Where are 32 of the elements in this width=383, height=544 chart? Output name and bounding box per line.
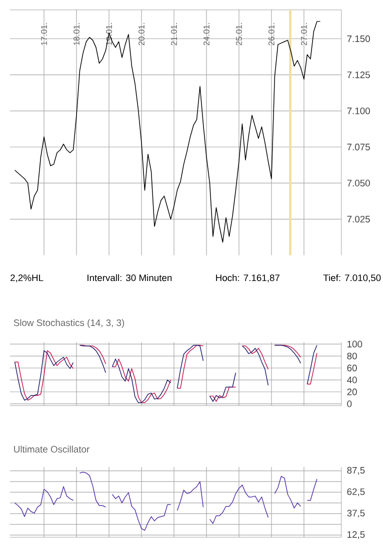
chart-title: Slow Stochastics (14, 3, 3) (14, 319, 124, 328)
line-series (14, 21, 321, 243)
text: Hoch: 7.161,87 (216, 274, 280, 282)
y-tick-label: 20 (347, 388, 357, 396)
y-tick-label: 7.050 (347, 180, 370, 186)
text: 2,2%HL (10, 274, 44, 282)
y-tick-label: 62,5 (347, 488, 365, 496)
y-tick-label: 87,5 (347, 466, 365, 475)
x-tick-label: 17.01. (41, 23, 48, 46)
y-tick-label: 0 (347, 400, 352, 408)
text: Tief: 7.010,50 (323, 274, 381, 282)
y-tick-label: 80 (347, 352, 357, 360)
x-tick-label: 27.01. (301, 23, 307, 46)
x-tick-label: 25.01. (236, 23, 242, 46)
chart-title: Ultimate Oscillator (14, 446, 90, 453)
x-tick-label: 20.01. (138, 23, 145, 46)
x-tick-label: 19.01. (106, 23, 112, 46)
y-tick-label: 7.075 (347, 144, 370, 150)
y-tick-label: 60 (347, 364, 357, 372)
y-tick-label: 7.125 (347, 72, 370, 78)
text: Intervall: 30 Minuten (88, 274, 172, 282)
y-tick-label: 37,5 (347, 510, 365, 518)
y-tick-label: 100 (348, 340, 362, 348)
y-tick-label: 7.100 (347, 108, 370, 114)
x-tick-label: 18.01. (74, 23, 80, 46)
y-tick-label: 7.150 (347, 35, 370, 42)
y-tick-label: 7.025 (347, 216, 370, 222)
y-tick-label: 12,5 (348, 531, 365, 539)
x-tick-label: 21.01. (171, 23, 178, 46)
x-tick-label: 26.01. (268, 23, 274, 46)
x-tick-label: 24.01. (204, 23, 210, 46)
y-tick-label: 40 (347, 376, 357, 384)
